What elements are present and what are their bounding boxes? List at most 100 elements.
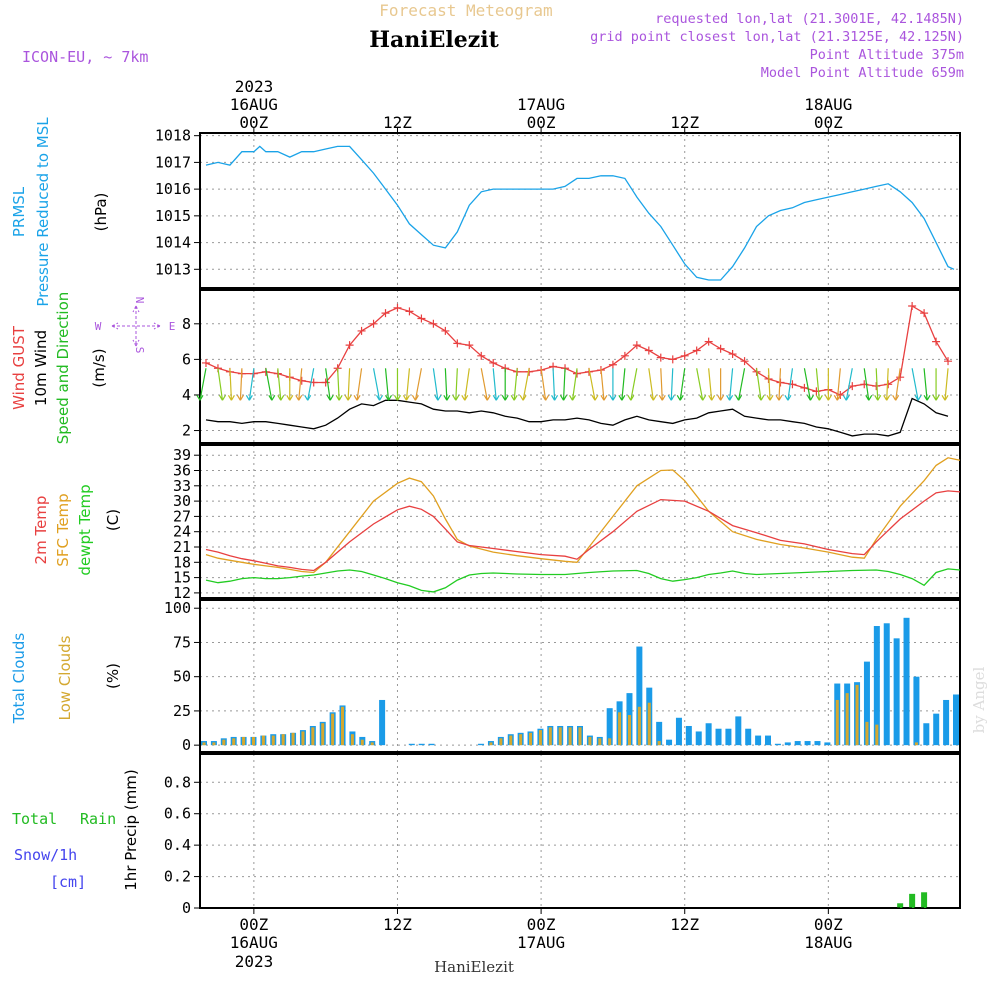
clouds-frame — [199, 599, 961, 753]
wind-gust-line — [205, 304, 949, 396]
pressure-ytick-label: 1014 — [155, 234, 191, 252]
pressure-label-prmsl: PRMSL — [10, 186, 28, 237]
wind-gust-marker — [632, 341, 641, 350]
bottom-time-tick-label: 12Z — [670, 915, 699, 934]
wind-gust-marker — [297, 376, 306, 385]
total-cloud-bar — [953, 694, 959, 746]
compass-e: E — [169, 320, 176, 333]
wind-direction-arrow — [411, 368, 423, 401]
low-cloud-bar — [647, 702, 651, 746]
total-cloud-bar — [923, 723, 930, 746]
top-time-tick-label: 00Z — [814, 113, 843, 132]
wind-gust-marker — [429, 319, 438, 328]
low-cloud-bar — [657, 741, 661, 746]
wind-gust-marker — [872, 382, 881, 391]
pressure-line — [205, 145, 955, 281]
low-cloud-bar — [598, 738, 602, 746]
wind-gust-marker — [644, 346, 653, 355]
wind-direction-arrow — [432, 368, 442, 401]
wind-gust-marker — [944, 357, 953, 366]
wind-direction-arrow — [803, 368, 814, 401]
total-cloud-bar — [755, 735, 762, 746]
rain-bar — [897, 903, 904, 908]
wind-direction-arrow — [461, 368, 470, 401]
temp-sfc-line — [205, 457, 961, 574]
top-time-tick-label: 00Z — [527, 113, 556, 132]
total-cloud-bar — [735, 716, 742, 746]
bottom-date-label: 18AUG — [804, 933, 852, 952]
total-cloud-bar — [379, 699, 386, 746]
compass-n: N — [133, 297, 146, 304]
pressure-ytick-label: 1017 — [155, 153, 191, 171]
wind-gust-marker — [608, 360, 617, 369]
bottom-time-tick-label: 12Z — [383, 915, 412, 934]
low-cloud-bar — [321, 723, 325, 746]
wind-gust-marker — [680, 351, 689, 360]
temp-ytick-label: 12 — [173, 584, 191, 602]
wind-direction-arrow — [265, 368, 276, 401]
total-cloud-bar — [903, 617, 910, 746]
total-cloud-bar — [675, 717, 682, 746]
wind-direction-arrow — [443, 368, 451, 401]
wind-direction-arrow — [892, 368, 901, 401]
wind-direction-arrow — [874, 368, 882, 401]
low-cloud-bar — [538, 730, 542, 746]
precip-ytick-label: 0.4 — [164, 836, 191, 854]
wind-direction-arrow — [295, 368, 303, 401]
wind-direction-arrow — [372, 368, 384, 401]
snow-label: Snow/1h — [14, 846, 77, 864]
total-cloud-bar — [765, 735, 771, 746]
temp-ytick-label: 33 — [173, 477, 191, 495]
pressure-ytick-label: 1018 — [155, 127, 191, 145]
low-cloud-bar — [202, 742, 206, 746]
wind-direction-arrow — [627, 368, 638, 401]
wind-gust-marker — [728, 350, 737, 359]
wind-gust-marker — [884, 380, 893, 389]
pressure-ytick-label: 1013 — [155, 260, 191, 278]
clouds-total-label: Total Clouds — [10, 633, 28, 725]
low-cloud-bar — [271, 735, 275, 746]
wind-direction-arrow — [344, 368, 352, 401]
wind-gust-marker — [381, 309, 390, 318]
model-point-altitude: Model Point Altitude 659m — [761, 65, 964, 81]
wind-gust-marker — [345, 341, 354, 350]
wind-gust-marker — [489, 358, 498, 367]
wind-gust-marker — [417, 314, 426, 323]
clouds-ytick-label: 50 — [173, 668, 191, 686]
pressure-frame — [199, 132, 961, 289]
compass-arrows — [111, 305, 161, 347]
wind-direction-arrow — [560, 368, 568, 401]
total-cloud-bar — [685, 725, 692, 746]
low-cloud-bar — [242, 736, 246, 746]
low-cloud-bar — [914, 742, 918, 746]
wind-direction-arrow — [227, 368, 235, 401]
wind-frame — [199, 289, 961, 444]
wind-direction-arrow — [863, 368, 873, 401]
watermark: by Angel — [970, 666, 988, 733]
wind-gust-marker — [405, 307, 414, 316]
temp-dewpt-label: dewpt Temp — [76, 484, 94, 575]
clouds-unit: (%) — [104, 663, 122, 689]
wind-direction-arrow — [480, 368, 491, 401]
wind-direction-arrow — [648, 368, 657, 401]
temp-unit: (C) — [104, 509, 122, 531]
wind-direction-arrow — [402, 368, 411, 401]
precip-frame — [199, 753, 961, 909]
low-cloud-bar — [519, 734, 523, 746]
low-cloud-bar — [855, 684, 859, 746]
wind-direction-arrow — [286, 368, 294, 401]
pressure-panel: 1013 1014 1015 1016 1017 1018 — [155, 127, 961, 289]
wind-direction-arrow — [217, 368, 226, 401]
pressure-ytick-label: 1015 — [155, 207, 191, 225]
wind-direction-arrow — [775, 368, 783, 401]
wind-gust-marker — [453, 339, 462, 348]
wind-direction-arrow — [658, 368, 666, 401]
wind-direction-arrow — [923, 368, 931, 401]
precip-ytick-label: 0.6 — [164, 805, 191, 823]
wind-gust-marker — [716, 344, 725, 353]
wind-gust-marker — [393, 303, 402, 312]
wind-direction-arrow — [883, 368, 891, 401]
wind-speed-line — [205, 397, 949, 437]
